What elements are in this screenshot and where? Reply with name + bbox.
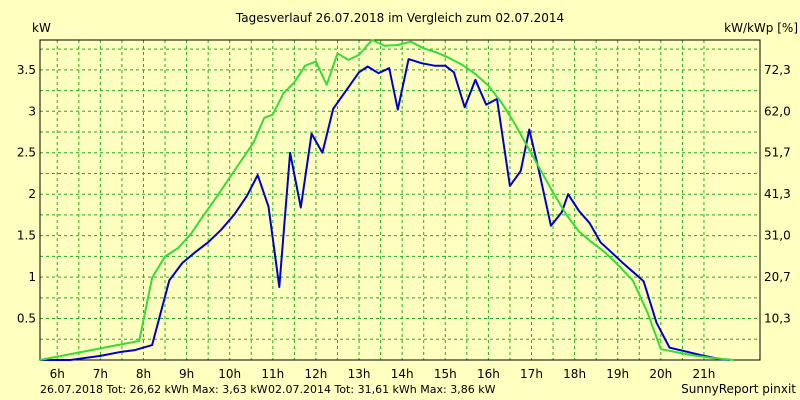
- series-line-1: [40, 58, 730, 361]
- x-tick-label: 16h: [477, 367, 500, 381]
- y-tick-label-left: 3: [28, 104, 36, 118]
- x-tick-label: 17h: [520, 367, 543, 381]
- y-tick-label-left: 1.5: [17, 229, 36, 243]
- credit-text: SunnyReport pinxit: [681, 382, 796, 396]
- series-lines: [39, 39, 735, 361]
- x-tick-label: 21h: [693, 367, 716, 381]
- y-tick-label-right: 31,0: [764, 229, 791, 243]
- x-tick-label: 9h: [179, 367, 194, 381]
- x-tick-label: 11h: [261, 367, 284, 381]
- x-tick-label: 20h: [649, 367, 672, 381]
- x-tick-label: 8h: [136, 367, 151, 381]
- right-axis-label: kW/kWp [%]: [724, 21, 798, 35]
- legend-series-2: 02.07.2014 Tot: 31,61 kWh Max: 3,86 kW: [268, 383, 496, 396]
- legend-series-1: 26.07.2018 Tot: 26,62 kWh Max: 3,63 kW: [40, 383, 268, 396]
- y-tick-label-left: 2.5: [17, 146, 36, 160]
- y-tick-label-right: 72,3: [764, 63, 791, 77]
- y-tick-label-left: 3.5: [17, 63, 36, 77]
- x-tick-label: 10h: [218, 367, 241, 381]
- x-tick-label: 7h: [93, 367, 108, 381]
- y-tick-label-left: 0.5: [17, 312, 36, 326]
- series-line-2: [39, 39, 735, 361]
- x-tick-label: 13h: [348, 367, 371, 381]
- tick-labels: 6h 7h 8h 9h 10h 11h 12h 13h 14h 15h 16h 17h 18h 19h 20…: [17, 63, 791, 381]
- y-tick-label-left: 1: [28, 270, 36, 284]
- chart-title: Tagesverlauf 26.07.2018 im Vergleich zum…: [235, 11, 564, 25]
- y-tick-label-right: 62,0: [764, 104, 791, 118]
- y-tick-label-right: 51,7: [764, 146, 791, 160]
- y-tick-label-right: 41,3: [764, 187, 791, 201]
- y-tick-label-right: 10,3: [764, 312, 791, 326]
- x-tick-label: 12h: [304, 367, 327, 381]
- x-tick-label: 6h: [50, 367, 65, 381]
- x-tick-label: 18h: [563, 367, 586, 381]
- grid: [40, 40, 760, 360]
- left-axis-label: kW: [32, 21, 51, 35]
- y-tick-label-left: 2: [28, 187, 36, 201]
- x-tick-label: 14h: [391, 367, 414, 381]
- x-tick-label: 15h: [434, 367, 457, 381]
- x-tick-label: 19h: [606, 367, 629, 381]
- y-tick-label-right: 20,7: [764, 270, 791, 284]
- plot-frame: [39, 39, 761, 361]
